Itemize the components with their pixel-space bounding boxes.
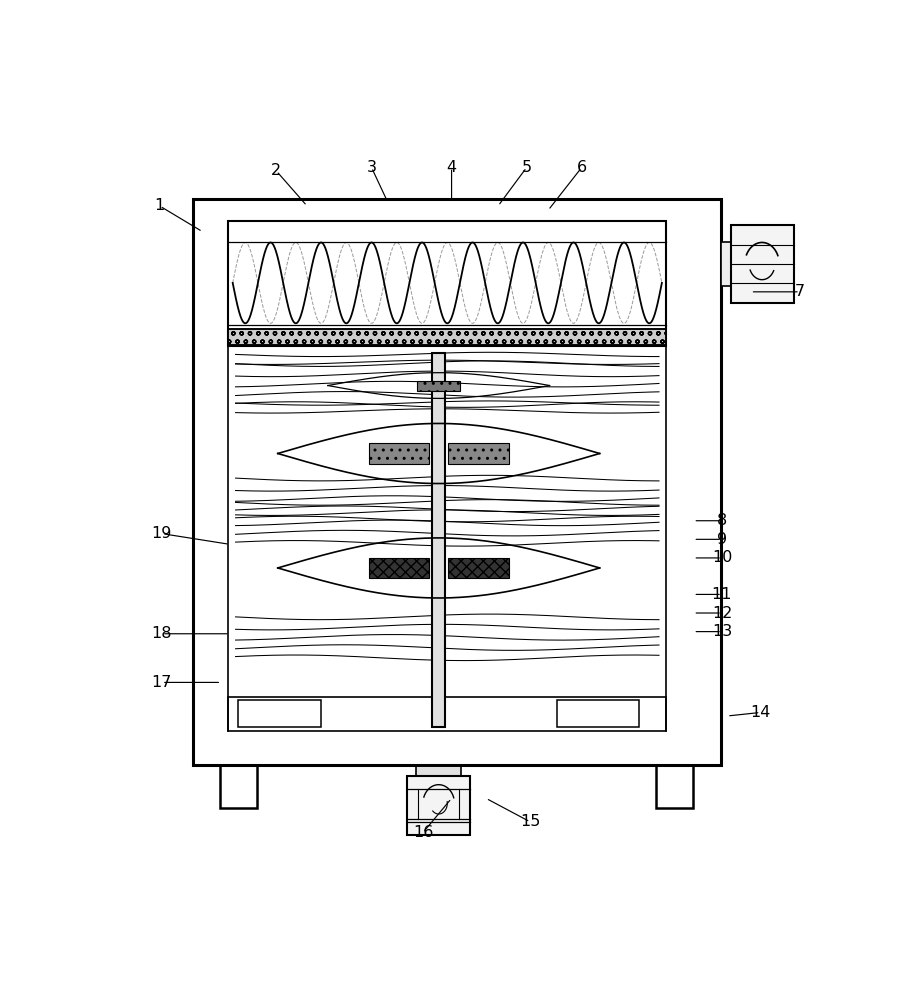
Text: 17: 17	[151, 675, 172, 690]
Bar	[407, 776, 470, 835]
Text: 3: 3	[366, 160, 377, 175]
Text: 10: 10	[712, 550, 732, 565]
Bar	[228, 221, 666, 346]
Bar	[656, 765, 693, 808]
Bar	[368, 443, 429, 464]
Bar	[448, 558, 509, 578]
Text: 12: 12	[712, 606, 732, 621]
Text: 13: 13	[712, 624, 732, 639]
Bar	[228, 329, 666, 345]
Bar	[193, 199, 721, 765]
Text: 9: 9	[717, 532, 727, 547]
Bar	[557, 700, 639, 727]
Bar	[228, 329, 666, 345]
Bar	[220, 765, 257, 808]
Text: 5: 5	[521, 160, 532, 175]
Bar	[238, 700, 320, 727]
Text: 19: 19	[151, 526, 172, 541]
Bar	[228, 697, 666, 731]
Bar	[731, 225, 794, 303]
Text: 8: 8	[717, 513, 727, 528]
Text: 4: 4	[447, 160, 457, 175]
Text: 15: 15	[520, 814, 541, 829]
Text: 7: 7	[795, 284, 805, 299]
Bar	[417, 381, 461, 391]
Text: 2: 2	[271, 163, 282, 178]
Bar	[721, 242, 730, 286]
Text: 1: 1	[154, 198, 165, 213]
Bar	[432, 353, 445, 727]
Bar	[368, 558, 429, 578]
Text: 14: 14	[750, 705, 771, 720]
Text: 11: 11	[712, 587, 732, 602]
Text: 6: 6	[577, 160, 587, 175]
Text: 18: 18	[151, 626, 172, 641]
Text: 16: 16	[413, 825, 433, 840]
Bar	[448, 443, 509, 464]
Bar	[416, 766, 462, 776]
